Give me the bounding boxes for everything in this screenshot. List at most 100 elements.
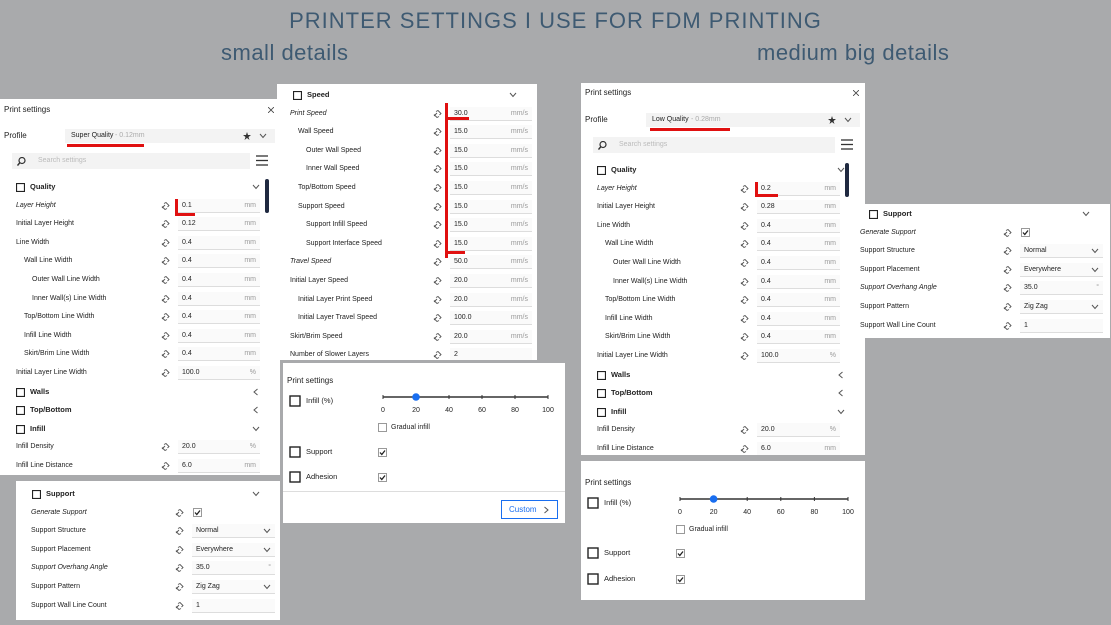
setting-field[interactable]: 1 <box>192 598 275 613</box>
setting-field[interactable]: 15.0 mm/s <box>450 125 532 140</box>
section-header[interactable]: Quality <box>30 182 56 191</box>
support-icon <box>289 446 301 458</box>
setting-field[interactable]: 30.0 mm/s <box>450 106 532 121</box>
setting-field[interactable]: Zig Zag <box>1020 300 1103 314</box>
setting-value: 100.0 <box>761 352 779 359</box>
setting-value: 0.4 <box>761 314 771 322</box>
setting-field[interactable]: 0.4 mm <box>178 291 260 306</box>
setting-field[interactable]: Everywhere <box>192 542 275 557</box>
setting-field[interactable]: 100.0% <box>757 349 840 363</box>
section-header[interactable]: Top/Bottom <box>30 405 72 415</box>
setting-field[interactable]: 35.0 ° <box>1020 281 1103 296</box>
setting-field[interactable]: 0.4 mm <box>757 218 840 233</box>
setting-field[interactable]: 100.0 mm/s <box>450 311 532 326</box>
link-shape <box>433 109 442 118</box>
section-header[interactable]: Walls <box>30 386 50 396</box>
section-header[interactable]: Speed <box>307 90 330 99</box>
setting-field[interactable]: 0.28 mm <box>757 200 840 215</box>
slider-handle[interactable] <box>412 393 420 401</box>
setting-field[interactable]: 0.2 mm <box>757 181 840 196</box>
chevron-line <box>837 167 845 173</box>
chevron-line <box>259 133 267 139</box>
setting-unit: mm <box>244 331 256 339</box>
setting-unit: mm/s <box>510 128 528 136</box>
profile-dropdown[interactable]: Super Quality - 0.12mm <box>65 129 275 143</box>
search-box[interactable]: Search settings <box>593 137 835 153</box>
setting-field[interactable]: 20.0% <box>178 440 260 455</box>
setting-field[interactable]: 6.0 mm <box>757 442 840 455</box>
setting-label: Infill Line Distance <box>597 445 654 452</box>
section-header[interactable]: Infill <box>30 423 46 433</box>
favorite-icon <box>828 116 836 124</box>
setting-label: Travel Speed <box>290 258 332 266</box>
search-box[interactable]: Search settings <box>12 153 250 169</box>
link-icon <box>740 277 749 286</box>
link-icon <box>433 277 442 285</box>
setting-unit: ° <box>268 564 271 572</box>
setting-field[interactable]: 15.0 mm/s <box>450 143 532 158</box>
slider-tick-label: 80 <box>810 509 819 516</box>
custom-button[interactable]: Custom <box>501 500 558 519</box>
handle <box>598 146 602 150</box>
section-header[interactable]: Quality <box>611 165 637 174</box>
setting-field[interactable]: 20.0 mm/s <box>450 274 532 288</box>
setting-field[interactable]: 0.4 mm <box>757 330 840 345</box>
setting-field[interactable]: 20.0 mm/s <box>450 329 532 344</box>
check-mark <box>379 475 386 481</box>
setting-field[interactable]: 0.4 mm <box>178 254 260 269</box>
setting-field[interactable]: Normal <box>192 524 275 539</box>
setting-unit: mm <box>824 333 836 341</box>
setting-field[interactable]: 0.12 mm <box>178 217 260 232</box>
setting-field[interactable]: 6.0 mm <box>178 459 260 473</box>
chevron <box>544 506 549 513</box>
chevron <box>1082 211 1090 217</box>
setting-value: 2 <box>454 351 458 359</box>
setting-unit: mm <box>824 314 836 322</box>
section-header[interactable]: Walls <box>611 369 631 379</box>
setting-field[interactable]: 1 <box>1020 318 1103 333</box>
search-placeholder: Search settings <box>38 157 87 164</box>
section-header[interactable]: Top/Bottom <box>611 388 653 398</box>
setting-field[interactable]: 15.0 mm/s <box>450 218 532 233</box>
setting-field[interactable]: 0.4 mm <box>178 310 260 325</box>
setting-field[interactable]: 100.0% <box>178 366 260 380</box>
section-header[interactable]: Support <box>46 489 75 498</box>
section-header[interactable]: Support <box>883 209 912 218</box>
setting-field[interactable]: 15.0 mm/s <box>450 236 532 251</box>
setting-value: Normal <box>1024 247 1047 255</box>
setting-field[interactable]: 50.0 mm/s <box>450 255 532 270</box>
chevron <box>252 426 260 432</box>
section-icon-shape <box>597 389 606 399</box>
setting-field[interactable]: Zig Zag <box>192 580 275 594</box>
setting-field[interactable]: 0.4 mm <box>178 235 260 250</box>
link-shape <box>740 296 749 305</box>
setting-field[interactable]: 0.4 mm <box>757 274 840 289</box>
setting-field[interactable]: Normal <box>1020 244 1103 259</box>
setting-value: 0.4 <box>182 257 192 265</box>
slider-handle[interactable] <box>709 495 718 503</box>
setting-field[interactable]: 20.0 mm/s <box>450 292 532 307</box>
setting-field[interactable]: Everywhere <box>1020 262 1103 277</box>
setting-field[interactable]: 0.4 mm <box>757 293 840 308</box>
setting-field[interactable]: 0.4 mm <box>757 237 840 252</box>
support-icon-shape <box>587 547 599 559</box>
setting-field[interactable]: 15.0 mm/s <box>450 181 532 195</box>
profile-dropdown[interactable]: Low Quality - 0.28mm <box>646 113 860 127</box>
section-header[interactable]: Infill <box>611 406 627 416</box>
setting-value: 20.0 <box>761 426 775 434</box>
setting-field[interactable]: 15.0 mm/s <box>450 162 532 177</box>
setting-field[interactable]: 0.4 mm <box>178 328 260 343</box>
setting-field[interactable]: 15.0 mm/s <box>450 199 532 214</box>
setting-label: Support Overhang Angle <box>31 564 108 572</box>
setting-field[interactable]: 2 <box>450 348 532 360</box>
big-support-panel: Support Generate Support Support Structure… <box>853 204 1110 338</box>
setting-field[interactable]: 35.0 ° <box>192 561 275 576</box>
link-icon <box>740 259 749 267</box>
setting-field[interactable]: 0.4 mm <box>757 256 840 270</box>
setting-field[interactable]: 0.4 mm <box>757 311 840 326</box>
setting-field[interactable]: 0.4 mm <box>178 273 260 287</box>
close-icon <box>853 90 859 96</box>
setting-field[interactable]: 20.0% <box>757 423 840 438</box>
setting-field[interactable]: 0.4 mm <box>178 347 260 362</box>
setting-field[interactable]: 0.1 mm <box>178 198 260 213</box>
